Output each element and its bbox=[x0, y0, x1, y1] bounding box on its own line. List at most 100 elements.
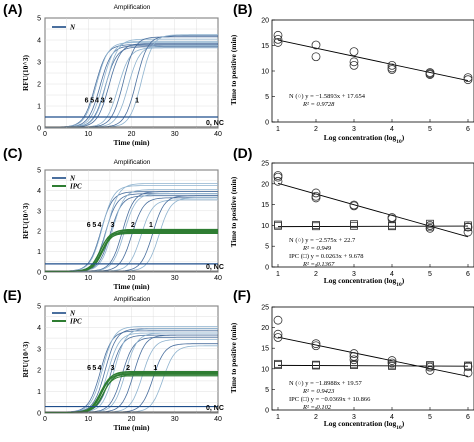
y-tick-label: 15 bbox=[261, 202, 269, 209]
ipc-data-point bbox=[350, 360, 358, 369]
x-tick-label: 0 bbox=[43, 416, 47, 423]
y-tick-label: 10 bbox=[261, 366, 269, 373]
y-tick-label: 20 bbox=[261, 325, 269, 332]
concentration-label: 3 bbox=[111, 365, 115, 372]
legend-label: N bbox=[69, 310, 76, 318]
x-axis-label: Time (min) bbox=[114, 282, 150, 291]
x-tick-label: 20 bbox=[128, 131, 136, 138]
n-data-point bbox=[463, 222, 473, 232]
x-axis-label: Log concentration (log10) bbox=[324, 276, 405, 288]
n-data-point bbox=[463, 227, 473, 237]
n-trendline bbox=[277, 182, 469, 238]
nc-label: 0, NC bbox=[206, 264, 224, 271]
y-axis-label: Time to positive (min) bbox=[229, 322, 238, 393]
amp-title-e: Amplification bbox=[114, 296, 151, 303]
y-axis-label: Time to positive (min) bbox=[229, 176, 238, 247]
n-data-point bbox=[349, 201, 359, 211]
n-data-point bbox=[273, 38, 283, 47]
nc-label: 0, NC bbox=[206, 120, 224, 127]
y-tick-label: 0 bbox=[265, 120, 269, 127]
plot-frame bbox=[271, 162, 474, 268]
n-data-point bbox=[349, 60, 359, 70]
legend: N bbox=[52, 24, 76, 32]
n-data-point bbox=[349, 47, 359, 57]
regression-chart-f: 1 2 3 4 5 6 0 5 10 15 20 25 Log concentration (log10… bbox=[229, 305, 474, 431]
y-tick-label: 15 bbox=[261, 43, 269, 50]
x-tick-label: 5 bbox=[428, 271, 432, 278]
y-tick-label: 3 bbox=[37, 60, 41, 67]
x-tick-label: 3 bbox=[352, 271, 356, 278]
concentration-label: 4 bbox=[95, 98, 99, 105]
x-axis-label: Time (min) bbox=[114, 423, 150, 432]
panel-letter-d: (D) bbox=[233, 145, 252, 161]
y-tick-label: 10 bbox=[261, 223, 269, 230]
x-tick-label: 1 bbox=[276, 271, 280, 278]
y-tick-label: 5 bbox=[37, 16, 41, 23]
n-trendline bbox=[277, 39, 469, 82]
n-data-point bbox=[311, 341, 321, 351]
n-data-point bbox=[311, 193, 321, 203]
regression-equation: N (○) y = −1.8988x + 19.57 bbox=[289, 380, 362, 387]
n-data-point bbox=[349, 355, 359, 365]
concentration-label: 6 bbox=[87, 222, 91, 229]
ipc-data-point bbox=[274, 359, 282, 368]
n-data-point bbox=[273, 329, 283, 339]
r-squared-label: R² = 0.9728 bbox=[302, 101, 335, 108]
ipc-data-point bbox=[350, 220, 358, 229]
regression-equation: IPC (□) y = −0.0369x + 10.866 bbox=[289, 396, 371, 403]
x-tick-label: 4 bbox=[390, 126, 394, 133]
y-tick-label: 1 bbox=[37, 249, 41, 256]
y-tick-label: 4 bbox=[37, 188, 41, 195]
concentration-label: 2 bbox=[109, 98, 113, 105]
y-tick-label: 20 bbox=[261, 18, 269, 25]
x-tick-label: 30 bbox=[171, 416, 179, 423]
y-tick-label: 0 bbox=[265, 265, 269, 272]
concentration-label: 1 bbox=[149, 222, 153, 229]
y-tick-label: 1 bbox=[37, 389, 41, 396]
n-data-point bbox=[273, 30, 283, 40]
ipc-data-point bbox=[426, 361, 434, 369]
x-tick-label: 2 bbox=[314, 271, 318, 278]
r-squared-label: R² = 0.949 bbox=[302, 245, 332, 252]
y-tick-label: 10 bbox=[261, 69, 269, 76]
ipc-data-point bbox=[464, 361, 472, 370]
x-tick-label: 4 bbox=[390, 271, 394, 278]
x-tick-label: 10 bbox=[84, 275, 92, 282]
ipc-data-point bbox=[388, 221, 396, 230]
concentration-label: 1 bbox=[135, 98, 139, 105]
plot-frame bbox=[271, 19, 474, 123]
y-tick-label: 2 bbox=[37, 82, 41, 89]
y-tick-label: 1 bbox=[37, 104, 41, 111]
n-data-point bbox=[311, 339, 321, 349]
n-data-point bbox=[387, 356, 397, 365]
r-squared-label: R² = 0.9423 bbox=[302, 388, 335, 395]
y-tick-label: 0 bbox=[265, 408, 269, 415]
x-tick-label: 40 bbox=[214, 416, 222, 423]
x-tick-label: 30 bbox=[171, 131, 179, 138]
y-tick-label: 5 bbox=[265, 94, 269, 101]
x-tick-label: 20 bbox=[128, 275, 136, 282]
y-tick-label: 0 bbox=[37, 126, 41, 133]
n-data-point bbox=[387, 60, 397, 70]
x-tick-label: 6 bbox=[466, 126, 470, 133]
x-tick-label: 3 bbox=[352, 126, 356, 133]
n-data-point bbox=[273, 176, 283, 186]
y-tick-label: 0 bbox=[37, 270, 41, 277]
n-data-point bbox=[387, 358, 397, 368]
ipc-data-point bbox=[274, 220, 282, 229]
regression-chart-b: 1 2 3 4 5 6 0 5 10 15 20 Log concentration (log10) T… bbox=[229, 18, 474, 145]
regression-equation: N (○) y = −2.575x + 22.7 bbox=[289, 237, 356, 244]
ipc-trendline bbox=[277, 364, 469, 367]
n-data-point bbox=[387, 63, 397, 73]
concentration-label: 3 bbox=[101, 98, 105, 105]
legend-label: N bbox=[69, 175, 76, 183]
concentration-label: 1 bbox=[153, 365, 157, 372]
concentration-label: 2 bbox=[126, 365, 130, 372]
y-tick-label: 25 bbox=[261, 161, 269, 168]
n-data-point bbox=[463, 73, 473, 83]
x-tick-label: 40 bbox=[214, 131, 222, 138]
y-tick-label: 4 bbox=[37, 38, 41, 45]
